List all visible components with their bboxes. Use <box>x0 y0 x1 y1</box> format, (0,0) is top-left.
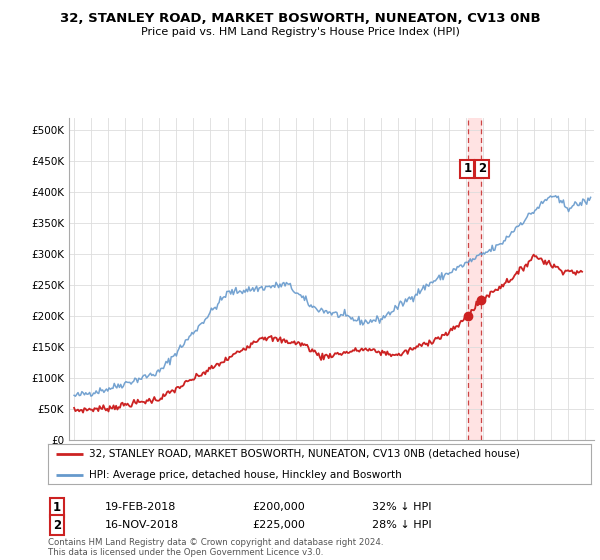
Text: £200,000: £200,000 <box>252 502 305 512</box>
Text: 32, STANLEY ROAD, MARKET BOSWORTH, NUNEATON, CV13 0NB: 32, STANLEY ROAD, MARKET BOSWORTH, NUNEA… <box>59 12 541 25</box>
Text: Contains HM Land Registry data © Crown copyright and database right 2024.
This d: Contains HM Land Registry data © Crown c… <box>48 538 383 557</box>
Text: 16-NOV-2018: 16-NOV-2018 <box>105 520 179 530</box>
Bar <box>468 118 481 440</box>
Text: Price paid vs. HM Land Registry's House Price Index (HPI): Price paid vs. HM Land Registry's House … <box>140 27 460 37</box>
Text: HPI: Average price, detached house, Hinckley and Bosworth: HPI: Average price, detached house, Hinc… <box>89 470 401 480</box>
Text: 1: 1 <box>53 501 61 514</box>
Text: 2: 2 <box>478 162 486 175</box>
Text: 32% ↓ HPI: 32% ↓ HPI <box>372 502 431 512</box>
Text: 32, STANLEY ROAD, MARKET BOSWORTH, NUNEATON, CV13 0NB (detached house): 32, STANLEY ROAD, MARKET BOSWORTH, NUNEA… <box>89 449 520 459</box>
Text: 2: 2 <box>53 519 61 532</box>
Text: 19-FEB-2018: 19-FEB-2018 <box>105 502 176 512</box>
Text: 28% ↓ HPI: 28% ↓ HPI <box>372 520 431 530</box>
Text: 1: 1 <box>463 162 472 175</box>
Text: £225,000: £225,000 <box>252 520 305 530</box>
